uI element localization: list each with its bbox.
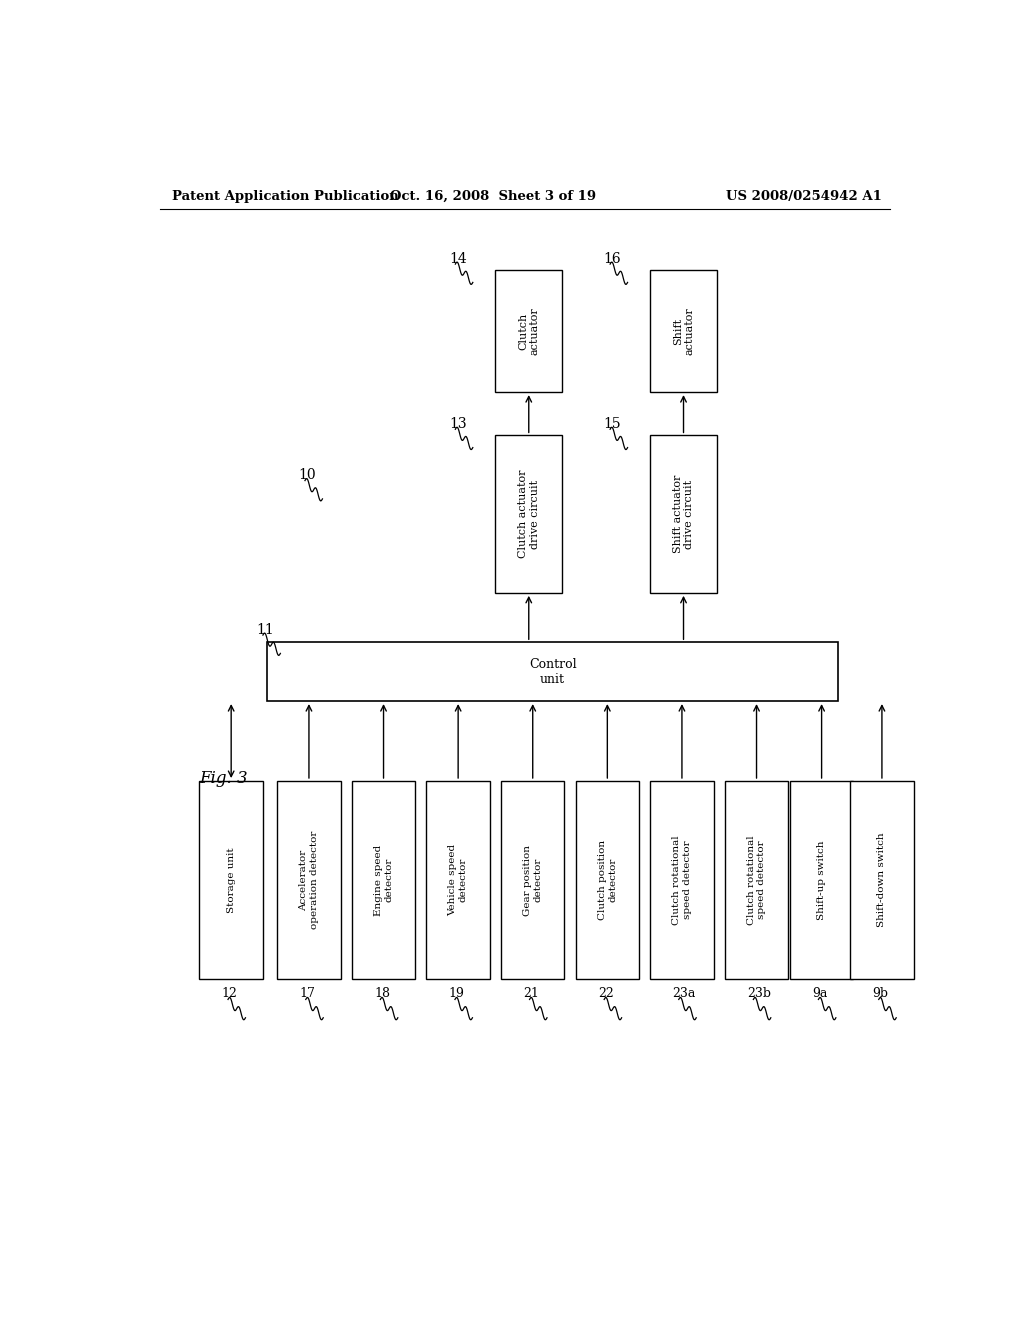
Text: Clutch actuator
drive circuit: Clutch actuator drive circuit bbox=[518, 470, 540, 558]
Text: Control
unit: Control unit bbox=[528, 657, 577, 685]
Text: Clutch position
detector: Clutch position detector bbox=[598, 840, 617, 920]
Text: 17: 17 bbox=[299, 987, 315, 1001]
Text: Clutch rotational
speed detector: Clutch rotational speed detector bbox=[672, 836, 691, 925]
Text: Shift
actuator: Shift actuator bbox=[673, 308, 694, 355]
Text: 19: 19 bbox=[449, 987, 465, 1001]
Bar bbox=[650, 271, 717, 392]
Text: Engine speed
detector: Engine speed detector bbox=[374, 845, 393, 916]
Text: 16: 16 bbox=[604, 252, 622, 265]
Bar bbox=[267, 643, 839, 701]
Text: Clutch
actuator: Clutch actuator bbox=[518, 308, 540, 355]
Text: 18: 18 bbox=[374, 987, 390, 1001]
Text: 10: 10 bbox=[299, 469, 316, 482]
Bar bbox=[495, 436, 562, 593]
Text: Shift-down switch: Shift-down switch bbox=[878, 833, 887, 928]
Text: Patent Application Publication: Patent Application Publication bbox=[172, 190, 398, 202]
Bar bbox=[790, 781, 853, 979]
Text: 23b: 23b bbox=[748, 987, 771, 1001]
Text: 12: 12 bbox=[221, 987, 238, 1001]
Text: Fig. 3: Fig. 3 bbox=[200, 770, 248, 787]
Text: 9b: 9b bbox=[872, 987, 889, 1001]
Text: Oct. 16, 2008  Sheet 3 of 19: Oct. 16, 2008 Sheet 3 of 19 bbox=[390, 190, 596, 202]
Text: 9a: 9a bbox=[812, 987, 827, 1001]
Text: US 2008/0254942 A1: US 2008/0254942 A1 bbox=[726, 190, 882, 202]
Bar bbox=[725, 781, 788, 979]
Text: 23a: 23a bbox=[673, 987, 695, 1001]
Text: Shift actuator
drive circuit: Shift actuator drive circuit bbox=[673, 475, 694, 553]
Text: 21: 21 bbox=[523, 987, 539, 1001]
Text: Clutch rotational
speed detector: Clutch rotational speed detector bbox=[746, 836, 766, 925]
Bar bbox=[575, 781, 639, 979]
Text: 15: 15 bbox=[604, 417, 622, 432]
Text: 14: 14 bbox=[449, 252, 467, 265]
Text: Gear position
detector: Gear position detector bbox=[523, 845, 543, 916]
Text: Storage unit: Storage unit bbox=[226, 847, 236, 913]
Text: 11: 11 bbox=[257, 623, 274, 636]
Bar bbox=[650, 436, 717, 593]
Text: Vehicle speed
detector: Vehicle speed detector bbox=[449, 843, 468, 916]
Bar bbox=[426, 781, 489, 979]
Bar bbox=[352, 781, 416, 979]
Bar bbox=[200, 781, 263, 979]
Text: 13: 13 bbox=[449, 417, 467, 432]
Bar bbox=[650, 781, 714, 979]
Bar bbox=[850, 781, 913, 979]
Bar bbox=[278, 781, 341, 979]
Text: Shift-up switch: Shift-up switch bbox=[817, 841, 826, 920]
Bar bbox=[501, 781, 564, 979]
Text: Accelerator
operation detector: Accelerator operation detector bbox=[299, 830, 318, 929]
Bar bbox=[495, 271, 562, 392]
Text: 22: 22 bbox=[598, 987, 613, 1001]
